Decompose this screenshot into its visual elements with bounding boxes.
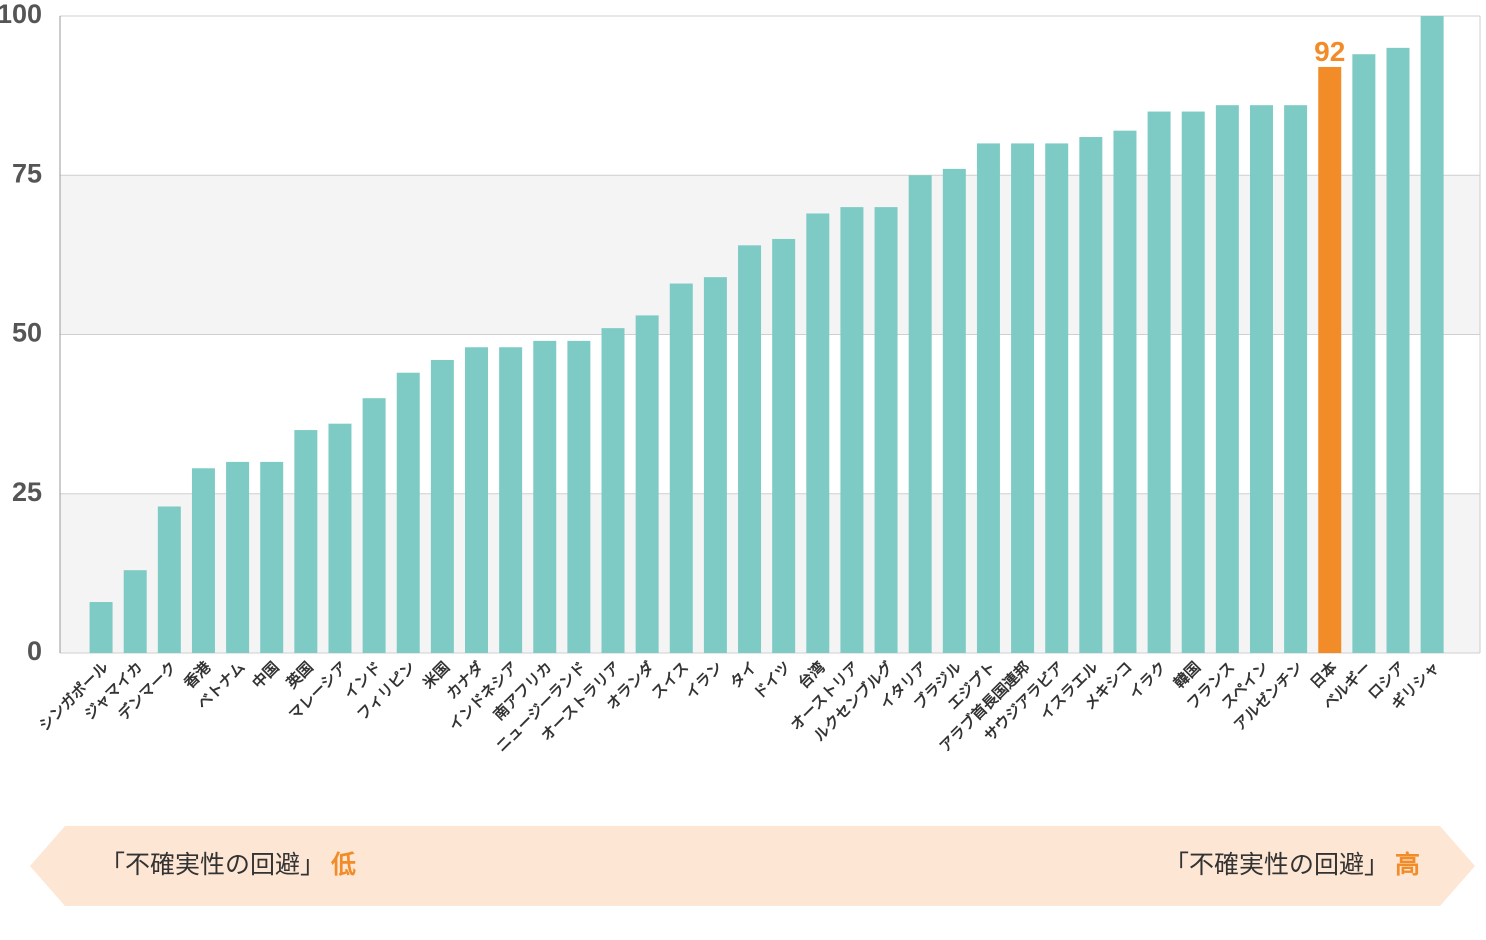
bar [1318, 66, 1342, 653]
bar [1181, 111, 1205, 654]
plot-band [60, 175, 1480, 335]
bar [840, 207, 864, 653]
banner-left: 「不確実性の回避」低 [100, 850, 356, 879]
bar [430, 359, 454, 653]
bar [1249, 105, 1273, 654]
bar [362, 398, 386, 653]
bar [908, 175, 932, 653]
banner-right: 「不確実性の回避」高 [1164, 850, 1420, 879]
bar [942, 168, 966, 653]
bar [396, 372, 420, 653]
bar [226, 461, 250, 653]
bar [976, 143, 1000, 653]
x-tick-label: スイス [648, 658, 692, 702]
bar [499, 347, 523, 653]
bar [123, 570, 147, 653]
bar [601, 328, 625, 653]
x-tick-label: イラク [1125, 658, 1170, 703]
bar [260, 461, 284, 653]
banner-left-level: 低 [330, 850, 356, 879]
bar [1045, 143, 1069, 653]
bar [533, 340, 557, 653]
bar [1352, 54, 1376, 654]
bar [1011, 143, 1035, 653]
bar [89, 602, 113, 653]
banner-left-text: 「不確実性の回避」 [100, 850, 325, 879]
banner-arrow [30, 826, 1475, 906]
bar [738, 245, 762, 653]
bar [191, 468, 215, 653]
x-tick-label: 中国 [249, 658, 283, 692]
banner-right-level: 高 [1395, 850, 1420, 879]
bar [772, 238, 796, 653]
bar [294, 430, 318, 653]
y-tick-label: 50 [12, 318, 42, 348]
bar [567, 340, 591, 653]
bar [635, 315, 659, 653]
bar [1386, 47, 1410, 654]
banner-right-text: 「不確実性の回避」 [1164, 850, 1389, 879]
bar [1284, 105, 1308, 654]
y-tick-label: 0 [27, 636, 42, 666]
y-tick-label: 75 [12, 158, 42, 188]
x-tick-label: ドイツ [750, 658, 795, 703]
bar [157, 506, 181, 653]
bar [328, 423, 352, 653]
bar [464, 347, 488, 653]
bar [1079, 137, 1103, 653]
bar [1113, 130, 1137, 653]
bar [1215, 105, 1239, 654]
bar [669, 283, 693, 653]
bar [806, 213, 830, 653]
bar [1147, 111, 1171, 654]
bar [1420, 16, 1444, 653]
data-label: 92 [1314, 36, 1345, 67]
y-tick-label: 100 [0, 0, 42, 29]
x-tick-label: イラン [682, 658, 727, 703]
bar [874, 207, 898, 653]
bar [703, 277, 727, 653]
y-tick-label: 25 [12, 477, 42, 507]
